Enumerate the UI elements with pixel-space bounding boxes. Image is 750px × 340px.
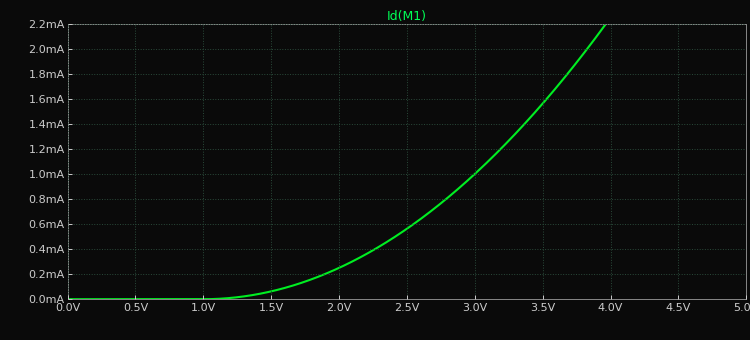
Title: Id(M1): Id(M1) [387, 10, 427, 23]
